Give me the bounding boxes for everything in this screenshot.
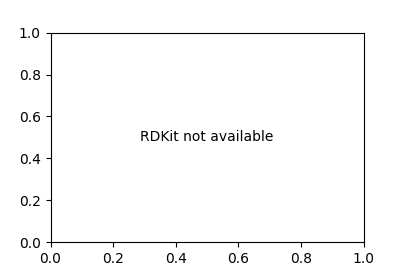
Text: RDKit not available: RDKit not available <box>140 130 274 144</box>
